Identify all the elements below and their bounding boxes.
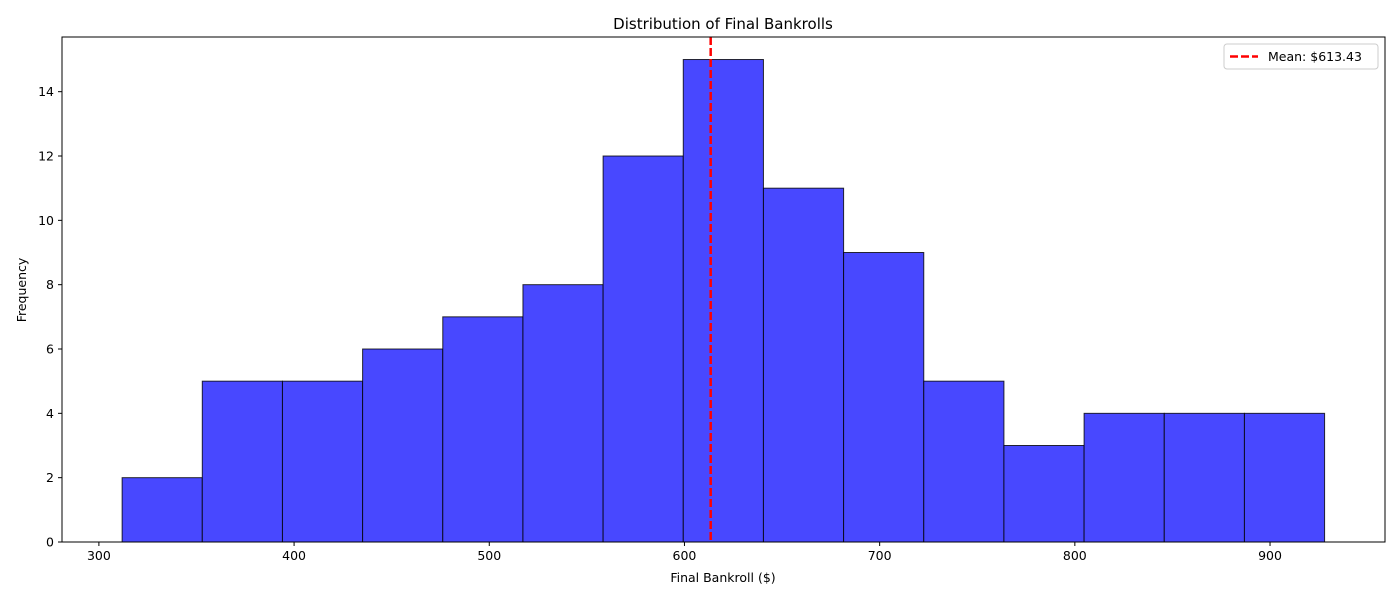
legend: Mean: $613.43 [1223, 43, 1379, 70]
histogram-bar [442, 316, 524, 543]
y-tick-label: 2 [46, 470, 54, 485]
histogram-bar [281, 380, 364, 543]
histogram-bar [1163, 412, 1245, 543]
histogram-bar [522, 284, 604, 543]
x-axis-label: Final Bankroll ($) [670, 570, 775, 585]
plot-frame [61, 36, 1386, 543]
y-tick-label: 0 [46, 535, 54, 550]
histogram-bar [682, 59, 764, 543]
x-tick-label: 700 [868, 548, 892, 563]
x-axis: 300 400 500 600 700 800 900 [87, 542, 1282, 563]
histogram-bar [602, 155, 684, 543]
y-tick-label: 4 [46, 406, 54, 421]
x-tick-label: 400 [282, 548, 306, 563]
histogram-bar [201, 380, 283, 543]
x-tick-label: 300 [87, 548, 111, 563]
x-tick-label: 600 [673, 548, 697, 563]
y-tick-label: 12 [38, 149, 54, 164]
legend-frame [1223, 43, 1379, 70]
histogram-bar [362, 348, 444, 543]
x-tick-label: 800 [1063, 548, 1087, 563]
histogram-bar [1243, 412, 1326, 543]
y-tick-label: 14 [38, 84, 54, 99]
y-tick-label: 6 [46, 342, 54, 357]
histogram-bar [762, 187, 845, 543]
histogram-bar [1083, 412, 1165, 543]
histogram-bar [843, 252, 925, 543]
y-axis: 0 2 4 6 8 10 12 14 [38, 84, 62, 550]
x-tick-label: 900 [1258, 548, 1282, 563]
chart-title: Distribution of Final Bankrolls [613, 15, 833, 33]
y-tick-label: 8 [46, 277, 54, 292]
y-axis-label: Frequency [14, 257, 29, 322]
x-tick-label: 500 [477, 548, 501, 563]
histogram-bar [1003, 445, 1085, 543]
legend-label: Mean: $613.43 [1268, 49, 1362, 64]
y-tick-label: 10 [38, 213, 54, 228]
bars-group [121, 59, 1326, 543]
histogram-bar [121, 477, 203, 543]
histogram-bar [923, 380, 1005, 543]
